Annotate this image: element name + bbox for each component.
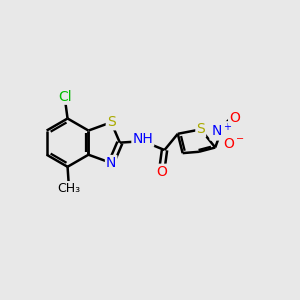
Text: N$^+$: N$^+$ xyxy=(211,122,232,140)
Text: O: O xyxy=(229,111,240,124)
Text: O$^-$: O$^-$ xyxy=(224,137,246,151)
Text: S: S xyxy=(107,115,116,129)
Text: CH₃: CH₃ xyxy=(58,182,81,195)
Text: NH: NH xyxy=(132,132,153,146)
Text: S: S xyxy=(196,122,205,136)
Text: O: O xyxy=(156,165,167,179)
Text: N: N xyxy=(106,156,116,170)
Text: Cl: Cl xyxy=(58,90,71,104)
